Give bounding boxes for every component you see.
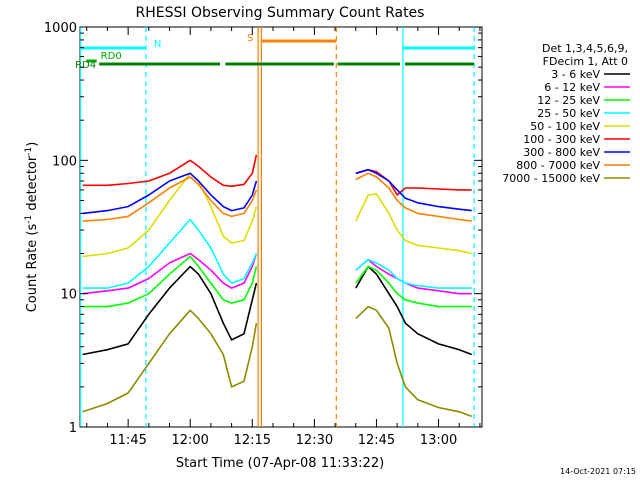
legend-entry-label: 100 - 300 keV [523, 133, 600, 146]
event-lines [79, 27, 475, 427]
y-axis-label-main: Count Rate (s [25, 224, 40, 313]
series-line-6 [82, 168, 472, 215]
legend: Det 1,3,4,5,6,9, FDecim 1, Att 0 3 - 6 k… [502, 42, 630, 185]
x-tick-label: 13:00 [420, 433, 457, 448]
x-tick-label: 12:15 [234, 433, 271, 448]
flag-label-rd4: RD4 [75, 60, 96, 71]
y-axis-label-exp1: -1 [24, 215, 34, 224]
x-tick-label: 12:00 [171, 433, 208, 448]
x-axis-label: Start Time (07-Apr-08 11:33:22) [176, 456, 384, 471]
y-axis-label-mid: detector [25, 155, 40, 215]
flag-label-n: N [154, 39, 161, 50]
legend-entry-label: 300 - 800 keV [523, 146, 600, 159]
x-tick-label: 11:45 [109, 433, 146, 448]
y-tick-label: 1000 [44, 21, 77, 36]
series-line-7 [82, 172, 472, 222]
series-line-4 [82, 172, 472, 258]
series-line-8 [82, 305, 472, 418]
series-line-3 [82, 218, 472, 289]
y-axis: 1 10 100 1000 [44, 21, 482, 436]
legend-header-line-2: FDecim 1, Att 0 [543, 55, 628, 68]
timestamp: 14-Oct-2021 07:15 [560, 467, 636, 476]
legend-entry-label: 6 - 12 keV [544, 81, 600, 94]
flag-label-s: S [247, 33, 253, 44]
plot-frame [79, 26, 483, 428]
y-tick-label: 100 [52, 154, 77, 169]
flag-label-rd0: RD0 [101, 51, 122, 62]
legend-entry-label: 12 - 25 keV [537, 94, 600, 107]
series-line-2 [82, 255, 472, 308]
legend-entry-label: 7000 - 15000 keV [502, 172, 600, 185]
flag-bars: N RD0 S RD4 [75, 33, 475, 71]
y-axis-label: Count Rate (s-1 detector-1) [24, 142, 40, 313]
y-tick-label: 10 [60, 288, 77, 303]
legend-entry-label: 800 - 7000 keV [516, 159, 600, 172]
series-line-0 [82, 265, 472, 356]
chart-title: RHESSI Observing Summary Count Rates [136, 5, 425, 21]
legend-entry-label: 50 - 100 keV [530, 120, 600, 133]
x-axis: 11:45 12:00 12:15 12:30 12:45 13:00 [86, 27, 481, 448]
y-tick-label: 1 [69, 421, 77, 436]
series-line-5 [82, 154, 472, 196]
series-lines [82, 154, 472, 418]
x-tick-label: 12:45 [358, 433, 395, 448]
plot-area: N RD0 S RD4 [75, 26, 483, 428]
y-axis-label-exp2: -1 [24, 147, 34, 156]
y-axis-label-close: ) [25, 142, 40, 147]
legend-entry-label: 25 - 50 keV [537, 107, 600, 120]
x-tick-label: 12:30 [296, 433, 333, 448]
legend-header-line-1: Det 1,3,4,5,6,9, [542, 42, 628, 55]
legend-entry-label: 3 - 6 keV [551, 68, 600, 81]
